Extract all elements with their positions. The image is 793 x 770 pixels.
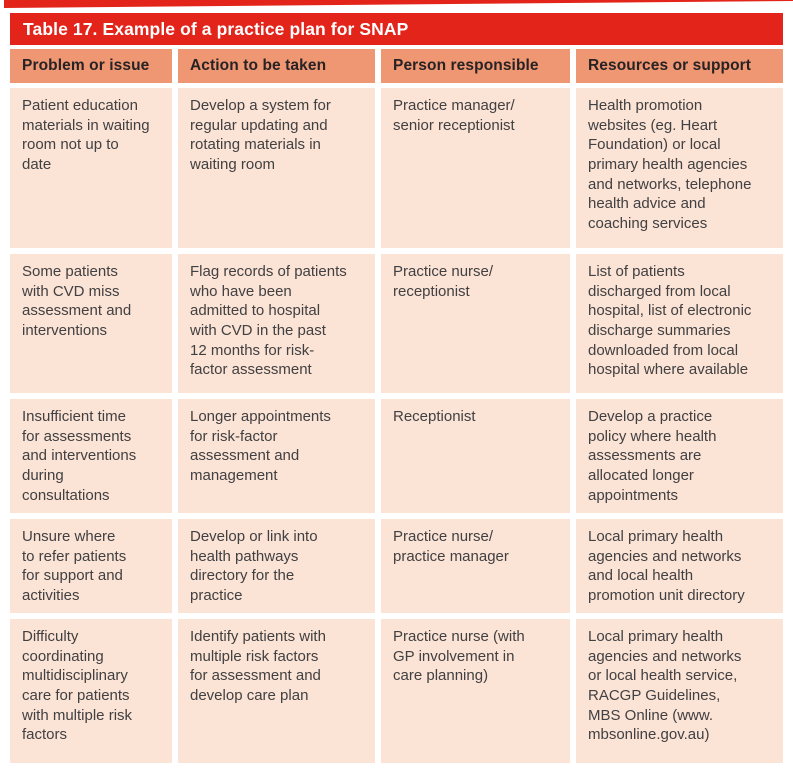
table-cell-r5c3: Practice nurse (with GP involvement in c…: [381, 619, 570, 763]
column-header-action: Action to be taken: [178, 49, 375, 83]
table-cell-r5c1: Difficulty coordinating multidisciplinar…: [10, 619, 172, 763]
table-cell-r5c4: Local primary health agencies and networ…: [576, 619, 783, 763]
table-cell-r4c1: Unsure where to refer patients for suppo…: [10, 519, 172, 613]
table-cell-r3c4: Develop a practice policy where health a…: [576, 399, 783, 513]
table-header-row: Problem or issue Action to be taken Pers…: [10, 49, 783, 83]
top-red-rule: [4, 0, 793, 8]
table-cell-r3c2: Longer appointments for risk-factor asse…: [178, 399, 375, 513]
table-title: Table 17. Example of a practice plan for…: [23, 19, 409, 39]
table-cell-r3c1: Insufficient time for assessments and in…: [10, 399, 172, 513]
table-cell-r2c3: Practice nurse/ receptionist: [381, 254, 570, 393]
table-cell-r1c1: Patient education materials in waiting r…: [10, 88, 172, 248]
table-cell-r5c2: Identify patients with multiple risk fac…: [178, 619, 375, 763]
table-cell-r2c1: Some patients with CVD miss assessment a…: [10, 254, 172, 393]
table-body: Patient education materials in waiting r…: [10, 88, 783, 763]
table-cell-r4c2: Develop or link into health pathways dir…: [178, 519, 375, 613]
table-cell-r1c4: Health promotion websites (eg. Heart Fou…: [576, 88, 783, 248]
column-header-person: Person responsible: [381, 49, 570, 83]
table-cell-r4c3: Practice nurse/ practice manager: [381, 519, 570, 613]
table-cell-r2c2: Flag records of patients who have been a…: [178, 254, 375, 393]
table-title-bar: Table 17. Example of a practice plan for…: [10, 13, 783, 45]
table-cell-r3c3: Receptionist: [381, 399, 570, 513]
table-cell-r1c2: Develop a system for regular updating an…: [178, 88, 375, 248]
column-header-problem: Problem or issue: [10, 49, 172, 83]
table-cell-r4c4: Local primary health agencies and networ…: [576, 519, 783, 613]
table-cell-r2c4: List of patients discharged from local h…: [576, 254, 783, 393]
column-header-resources: Resources or support: [576, 49, 783, 83]
table-cell-r1c3: Practice manager/ senior receptionist: [381, 88, 570, 248]
